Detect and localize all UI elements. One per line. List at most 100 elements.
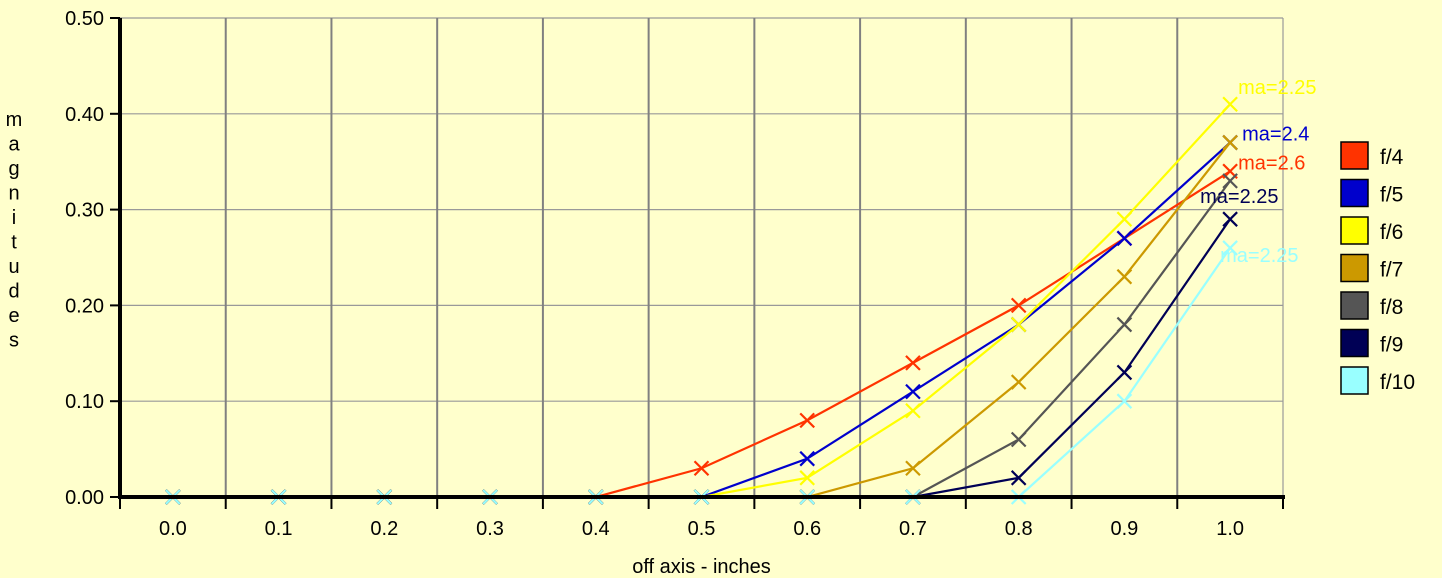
- marker-stroke: [1116, 230, 1133, 247]
- data-point-f8: [1010, 431, 1027, 448]
- x-tick-label: 0.9: [1111, 518, 1139, 540]
- x-tick-label: 0.4: [582, 518, 610, 540]
- y-tick-label: 0.40: [65, 104, 104, 126]
- series-annotation: ma=2.6: [1238, 152, 1305, 174]
- series-annotation: ma=2.4: [1242, 124, 1309, 146]
- marker-stroke: [1222, 211, 1238, 227]
- legend-swatch: [1340, 328, 1369, 358]
- y-axis-title-char: n: [8, 183, 19, 205]
- data-point-f5: [1116, 230, 1133, 247]
- marker-stroke: [1222, 134, 1238, 151]
- legend-label: f/8: [1380, 296, 1403, 319]
- x-tick-label: 1.0: [1216, 518, 1244, 540]
- data-point-f4: [693, 460, 710, 477]
- y-axis-title-char: t: [11, 232, 17, 254]
- data-point-f6: [1010, 316, 1027, 333]
- marker-stroke: [1222, 96, 1238, 112]
- marker-stroke: [905, 403, 921, 419]
- data-point-f7: [1010, 374, 1027, 390]
- axis-layer: [110, 17, 1285, 509]
- data-point-f5: [905, 383, 921, 400]
- legend-swatch: [1340, 291, 1369, 320]
- y-axis-title-char: e: [8, 305, 19, 327]
- x-tick-label: 0.6: [793, 518, 821, 540]
- series-annotation: ma=2.25: [1238, 77, 1316, 99]
- marker-stroke: [1010, 316, 1027, 333]
- legend-swatch: [1340, 141, 1369, 170]
- x-tick-label: 0.7: [899, 518, 927, 540]
- y-tick-label: 0.10: [65, 391, 104, 413]
- data-point-f6: [905, 403, 921, 419]
- grid-layer: [120, 17, 1284, 497]
- data-point-f7: [905, 460, 921, 477]
- legend-swatch: [1340, 253, 1369, 283]
- marker-stroke: [1116, 393, 1133, 409]
- data-point-f9: [1116, 364, 1133, 381]
- series-annotation: ma=2.25: [1200, 186, 1278, 208]
- data-point-f4: [905, 355, 921, 371]
- data-point-f6: [1116, 211, 1133, 227]
- data-point-f4: [1010, 297, 1027, 314]
- marker-stroke: [1010, 374, 1027, 390]
- x-tick-label: 0.5: [688, 518, 716, 540]
- marker-stroke: [1116, 211, 1133, 227]
- data-point-f6: [1222, 96, 1238, 112]
- y-tick-label: 0.00: [65, 487, 104, 509]
- legend-swatch: [1340, 216, 1369, 245]
- marker-stroke: [1010, 297, 1027, 314]
- x-tick-label: 0.1: [265, 518, 293, 540]
- x-tick-label: 0.3: [476, 518, 504, 540]
- y-axis-title-char: u: [8, 256, 19, 278]
- legend-label: f/9: [1380, 334, 1403, 357]
- y-axis-title-char: d: [8, 281, 19, 303]
- legend-label: f/10: [1380, 371, 1415, 394]
- marker-stroke: [1010, 470, 1027, 486]
- y-axis-title-char: s: [9, 330, 19, 352]
- y-tick-label: 0.50: [65, 8, 104, 30]
- data-point-f9: [1222, 211, 1238, 227]
- y-axis-title-char: g: [8, 158, 19, 180]
- legend-swatch: [1340, 366, 1369, 395]
- marker-stroke: [905, 355, 921, 371]
- data-point-f10: [1222, 240, 1238, 256]
- y-tick-label: 0.30: [65, 200, 104, 222]
- data-point-f4: [799, 412, 816, 429]
- data-point-f7: [1116, 268, 1133, 285]
- data-point-f10: [1116, 393, 1133, 409]
- legend-label: f/6: [1380, 221, 1403, 244]
- marker-stroke: [1010, 431, 1027, 448]
- series-layer: [165, 96, 1238, 505]
- x-tick-label: 0.0: [159, 518, 187, 540]
- marker-stroke: [799, 412, 816, 429]
- legend-layer: f/4 f/5 f/6 f/7 f/8 f/9 f/10: [1340, 141, 1415, 395]
- marker-stroke: [799, 470, 816, 486]
- data-point-f8: [1116, 316, 1133, 333]
- marker-stroke: [1116, 364, 1133, 381]
- legend-label: f/5: [1380, 184, 1403, 207]
- data-point-f6: [799, 470, 816, 486]
- x-axis-title: off axis - inches: [632, 556, 771, 578]
- marker-stroke: [1116, 316, 1133, 333]
- label-layer: 0.00 0.10 0.20 0.30 0.40 0.50 0.0 0.1 0.2 0.3 0.4 0…: [65, 8, 1316, 540]
- marker-stroke: [693, 460, 710, 477]
- y-tick-label: 0.20: [65, 295, 104, 317]
- marker-stroke: [1116, 268, 1133, 285]
- marker-stroke: [905, 460, 921, 477]
- legend-label: f/4: [1380, 146, 1404, 169]
- data-point-f8: [1222, 173, 1238, 189]
- marker-stroke: [1222, 240, 1238, 256]
- x-tick-label: 0.2: [370, 518, 398, 540]
- y-axis-title-char: i: [12, 207, 16, 229]
- x-tick-label: 0.8: [1005, 518, 1033, 540]
- legend-swatch: [1340, 178, 1369, 208]
- series-annotation: ma=2.25: [1220, 245, 1298, 267]
- y-axis-title-char: m: [6, 109, 23, 131]
- data-point-f7: [1222, 134, 1238, 151]
- marker-stroke: [905, 383, 921, 400]
- marker-stroke: [799, 450, 816, 467]
- marker-stroke: [1222, 173, 1238, 189]
- data-point-f9: [1010, 470, 1027, 486]
- data-point-f5: [799, 450, 816, 467]
